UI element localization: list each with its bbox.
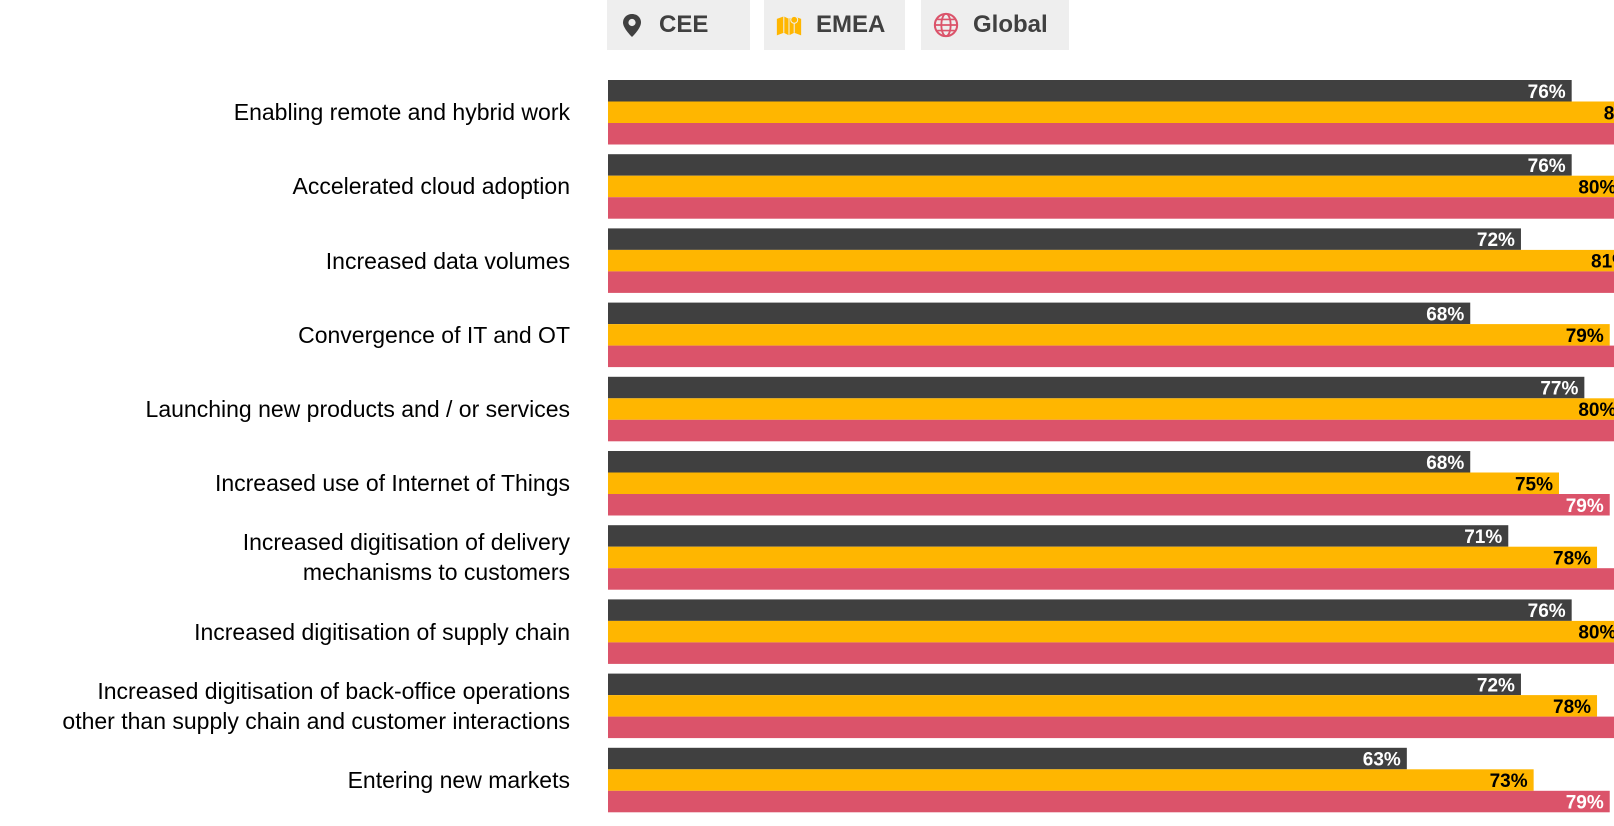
data-label-cee: 76%	[1528, 601, 1566, 622]
data-label-emea: 82%	[1604, 103, 1614, 124]
category-label: Enabling remote and hybrid work	[10, 97, 570, 127]
category-label: Accelerated cloud adoption	[10, 171, 570, 201]
bar-emea	[608, 620, 1614, 643]
bar-cee	[608, 525, 1509, 547]
data-label-emea: 80%	[1578, 623, 1614, 644]
data-label-cee: 68%	[1426, 453, 1464, 474]
bar-cee	[608, 302, 1471, 325]
bar-emea	[608, 472, 1559, 494]
data-label-cee: 63%	[1363, 750, 1401, 771]
category-label-line: Increased digitisation of supply chain	[194, 618, 570, 645]
data-label-emea: 80%	[1578, 400, 1614, 421]
bar-global	[608, 345, 1614, 368]
data-label-emea: 81%	[1591, 252, 1614, 273]
bar-emea	[608, 101, 1614, 123]
category-label-line: Entering new markets	[347, 767, 570, 794]
legend-item-global: Global	[921, 0, 1069, 50]
bar-global	[608, 123, 1614, 145]
bar-emea	[608, 398, 1614, 420]
bar-cee	[608, 451, 1471, 473]
data-label-global: 79%	[1566, 496, 1604, 517]
category-label: Increased digitisation of back-office op…	[10, 676, 570, 736]
category-label: Increased digitisation of delivery mechan…	[10, 527, 570, 587]
category-label-line: Increased digitisation of back-office op…	[97, 677, 570, 704]
data-label-emea: 78%	[1553, 548, 1591, 569]
data-label-cee: 76%	[1528, 156, 1566, 177]
bar-cee	[608, 376, 1585, 399]
bar-global	[608, 568, 1614, 590]
data-label-cee: 72%	[1477, 675, 1515, 696]
map-pin-icon	[619, 12, 645, 38]
data-label-cee: 71%	[1464, 527, 1502, 548]
legend-item-cee: CEE	[607, 0, 750, 50]
bar-emea	[608, 695, 1598, 717]
data-label-emea: 75%	[1515, 474, 1553, 495]
data-label-cee: 72%	[1477, 230, 1515, 251]
data-label-emea: 73%	[1490, 771, 1528, 792]
data-label-emea: 78%	[1553, 697, 1591, 718]
category-label-line: Accelerated cloud adoption	[292, 173, 570, 200]
data-label-cee: 76%	[1528, 82, 1566, 103]
bar-global	[608, 271, 1614, 293]
bar-global	[608, 642, 1614, 664]
category-label-line: mechanisms to customers	[302, 559, 570, 586]
bar-cee	[608, 747, 1407, 770]
category-label-line: other than supply chain and customer int…	[62, 707, 570, 734]
data-label-global: 79%	[1566, 793, 1604, 814]
bar-global	[608, 790, 1610, 813]
bar-global	[608, 197, 1614, 219]
category-label-line: Increased digitisation of delivery	[242, 529, 570, 556]
folded-map-icon	[776, 12, 802, 38]
category-label: Entering new markets	[10, 765, 570, 795]
category-label: Increased use of Internet of Things	[10, 468, 570, 498]
category-label-line: Increased use of Internet of Things	[214, 470, 570, 497]
legend-item-emea: EMEA	[764, 0, 905, 50]
category-label: Increased digitisation of supply chain	[10, 617, 570, 647]
data-label-cee: 68%	[1426, 304, 1464, 325]
category-label-line: Convergence of IT and OT	[298, 321, 570, 348]
data-label-emea: 79%	[1566, 326, 1604, 347]
data-label-emea: 80%	[1578, 177, 1614, 198]
legend-label: CEE	[659, 11, 709, 38]
bar-emea	[608, 546, 1598, 569]
bar-cee	[608, 599, 1572, 621]
bar-emea	[608, 249, 1614, 272]
bar-cee	[608, 80, 1572, 102]
legend-label: Global	[973, 11, 1048, 38]
bar-emea	[608, 769, 1534, 791]
category-label-line: Enabling remote and hybrid work	[233, 99, 570, 126]
bar-emea	[608, 324, 1610, 346]
bar-global	[608, 419, 1614, 442]
bar-global	[608, 494, 1610, 516]
bar-cee	[608, 228, 1521, 250]
category-label: Convergence of IT and OT	[10, 320, 570, 350]
bar-emea	[608, 175, 1614, 198]
bar-cee	[608, 673, 1521, 696]
globe-icon	[933, 12, 959, 38]
category-label: Increased data volumes	[10, 246, 570, 276]
bar-cee	[608, 154, 1572, 176]
data-label-cee: 77%	[1540, 379, 1578, 400]
category-label-line: Increased data volumes	[325, 247, 570, 274]
legend-label: EMEA	[816, 11, 886, 38]
bar-global	[608, 716, 1614, 739]
category-label-line: Launching new products and / or services	[145, 396, 570, 423]
category-label: Launching new products and / or services	[10, 394, 570, 424]
